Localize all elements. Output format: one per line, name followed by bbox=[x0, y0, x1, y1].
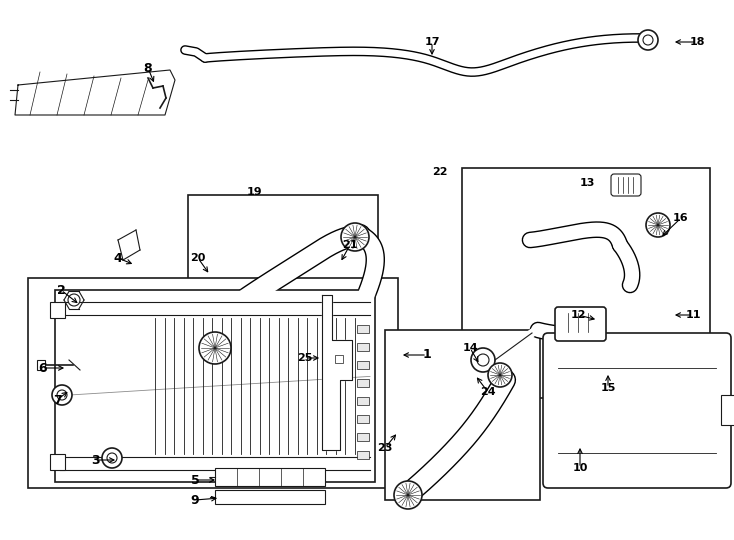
Bar bbox=[357, 379, 369, 387]
Bar bbox=[215, 490, 325, 504]
Circle shape bbox=[107, 453, 117, 463]
Text: 6: 6 bbox=[39, 361, 47, 375]
Text: 2: 2 bbox=[57, 284, 65, 296]
Text: 15: 15 bbox=[600, 383, 616, 393]
Bar bbox=[50, 302, 65, 318]
Circle shape bbox=[643, 35, 653, 45]
Text: 14: 14 bbox=[462, 343, 478, 353]
Circle shape bbox=[638, 30, 658, 50]
FancyBboxPatch shape bbox=[555, 307, 606, 341]
Bar bbox=[55, 290, 375, 482]
Text: 3: 3 bbox=[91, 454, 99, 467]
Text: 8: 8 bbox=[144, 62, 153, 75]
Text: 16: 16 bbox=[673, 213, 688, 223]
Text: 12: 12 bbox=[570, 310, 586, 320]
Polygon shape bbox=[15, 70, 175, 115]
Bar bbox=[188, 195, 378, 360]
Text: 22: 22 bbox=[432, 167, 448, 177]
Bar bbox=[357, 433, 369, 441]
Circle shape bbox=[341, 223, 369, 251]
Text: 17: 17 bbox=[424, 37, 440, 47]
Text: 9: 9 bbox=[191, 494, 200, 507]
Circle shape bbox=[646, 213, 670, 237]
Bar bbox=[357, 451, 369, 459]
Bar bbox=[462, 168, 710, 398]
Text: 24: 24 bbox=[480, 387, 495, 397]
Text: 1: 1 bbox=[423, 348, 432, 361]
Bar bbox=[357, 415, 369, 423]
Circle shape bbox=[488, 363, 512, 387]
Bar bbox=[50, 454, 65, 470]
Text: 19: 19 bbox=[247, 187, 263, 197]
Circle shape bbox=[57, 390, 67, 400]
Bar bbox=[37, 360, 45, 370]
Bar bbox=[357, 361, 369, 369]
Polygon shape bbox=[322, 295, 352, 450]
Bar bbox=[357, 397, 369, 405]
Text: 18: 18 bbox=[689, 37, 705, 47]
Text: 25: 25 bbox=[297, 353, 313, 363]
Bar bbox=[335, 355, 343, 363]
Bar bbox=[357, 343, 369, 351]
Text: 10: 10 bbox=[573, 463, 588, 473]
Text: 20: 20 bbox=[190, 253, 206, 263]
Circle shape bbox=[52, 385, 72, 405]
Text: 13: 13 bbox=[579, 178, 595, 188]
Bar bbox=[357, 325, 369, 333]
Circle shape bbox=[394, 481, 422, 509]
Text: 21: 21 bbox=[342, 240, 357, 250]
FancyBboxPatch shape bbox=[543, 333, 731, 488]
Circle shape bbox=[68, 294, 80, 306]
Bar bbox=[385, 330, 540, 500]
Circle shape bbox=[102, 448, 122, 468]
Text: 7: 7 bbox=[53, 394, 62, 407]
Bar bbox=[215, 468, 325, 486]
Text: 4: 4 bbox=[114, 252, 123, 265]
Bar bbox=[721, 395, 734, 425]
Circle shape bbox=[471, 348, 495, 372]
Text: 23: 23 bbox=[377, 443, 393, 453]
Text: 11: 11 bbox=[686, 310, 701, 320]
Bar bbox=[28, 278, 398, 488]
Circle shape bbox=[477, 354, 489, 366]
Circle shape bbox=[199, 332, 231, 364]
Text: 5: 5 bbox=[191, 474, 200, 487]
FancyBboxPatch shape bbox=[611, 174, 641, 196]
